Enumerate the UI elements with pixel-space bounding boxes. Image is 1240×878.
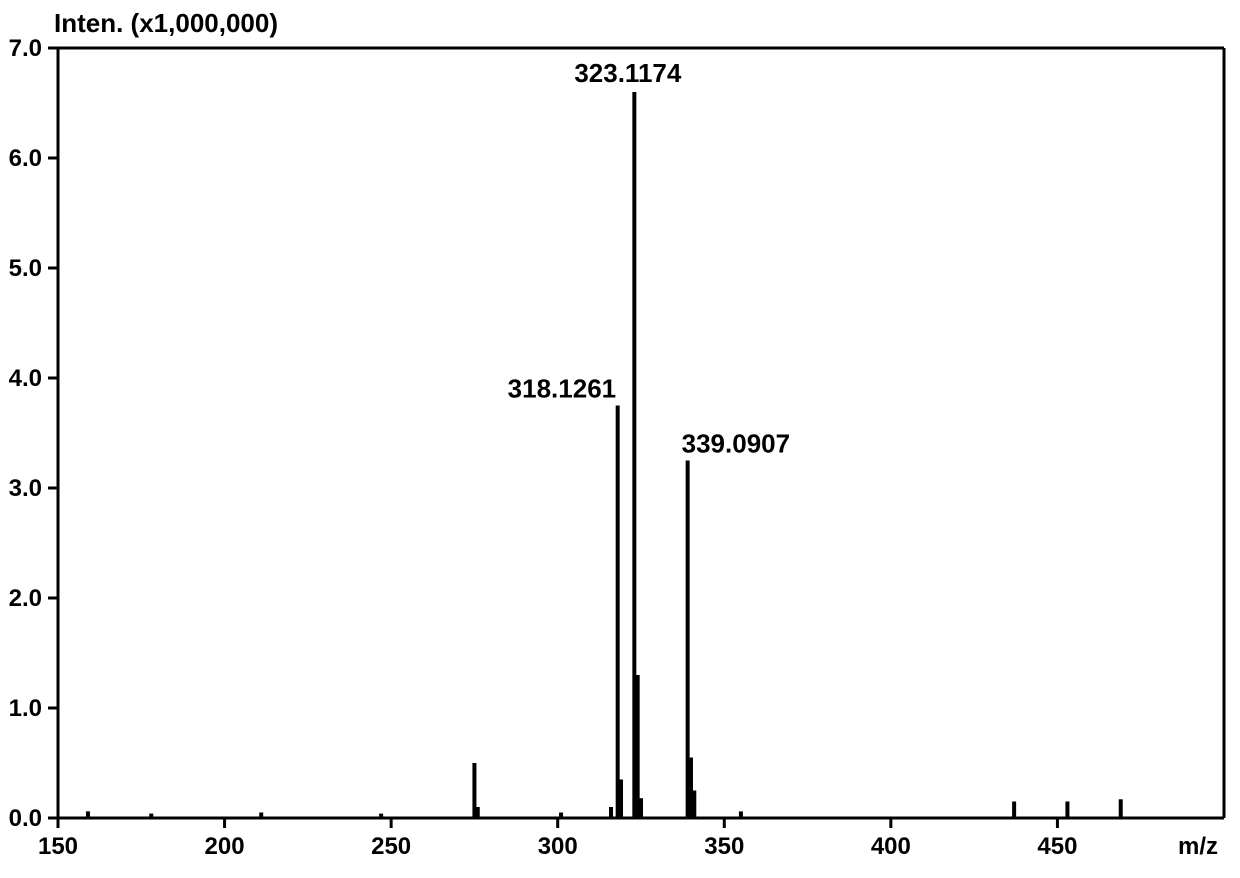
x-tick-label: 450 xyxy=(1037,833,1077,860)
spectrum-peak xyxy=(616,406,620,819)
x-tick-label: 300 xyxy=(538,833,578,860)
y-tick-label: 0.0 xyxy=(9,805,42,832)
peak-label: 323.1174 xyxy=(574,58,682,88)
y-tick-label: 5.0 xyxy=(9,255,42,282)
x-tick-label: 200 xyxy=(205,833,245,860)
x-axis-title: m/z xyxy=(1178,833,1218,860)
spectrum-peak xyxy=(1119,799,1123,818)
x-tick-label: 250 xyxy=(371,833,411,860)
y-axis-title: Inten. (x1,000,000) xyxy=(54,8,278,38)
peak-label: 318.1261 xyxy=(508,374,616,404)
spectrum-peak xyxy=(476,807,480,818)
x-tick-label: 350 xyxy=(704,833,744,860)
y-tick-label: 2.0 xyxy=(9,585,42,612)
x-tick-label: 400 xyxy=(871,833,911,860)
mass-spectrum-chart: 318.1261 323.1174 339.0907 0.0 1.0 2.0 3.0 4.0 5… xyxy=(0,0,1240,878)
x-tick-label: 150 xyxy=(38,833,78,860)
spectrum-peak xyxy=(609,807,613,818)
y-tick-label: 1.0 xyxy=(9,695,42,722)
spectrum-peak xyxy=(636,675,640,818)
y-tick-label: 7.0 xyxy=(9,35,42,62)
spectrum-peak xyxy=(639,798,643,818)
y-tick-label: 4.0 xyxy=(9,365,42,392)
y-tick-label: 6.0 xyxy=(9,145,42,172)
chart-bg xyxy=(0,0,1240,878)
spectrum-peak xyxy=(1065,802,1069,819)
spectrum-peak xyxy=(619,780,623,819)
spectrum-peak xyxy=(692,791,696,819)
peak-label: 339.0907 xyxy=(682,429,790,459)
spectrum-peak xyxy=(1012,802,1016,819)
chart-svg: 318.1261 323.1174 339.0907 0.0 1.0 2.0 3.0 4.0 5… xyxy=(0,0,1240,878)
y-tick-label: 3.0 xyxy=(9,475,42,502)
